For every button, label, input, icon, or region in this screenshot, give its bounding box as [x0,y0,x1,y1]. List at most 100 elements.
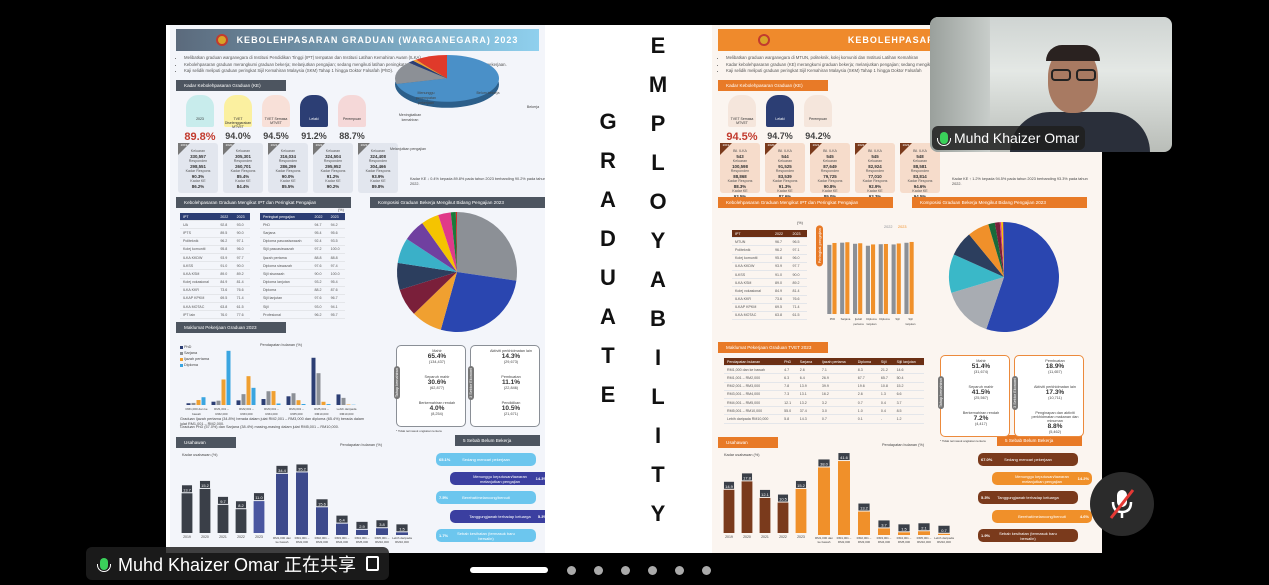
reason-item: 67.0% Sedang mencari pekerjaan [978,453,1078,466]
item-value: 65.4% [427,353,447,360]
ipt-table: IPT 2022 2023 UA 92.8 93.0 IPTS 89.5 90.0 Politek… [180,213,250,320]
column-header: IPT [732,230,772,239]
table-row: Lebih daripada RM10,000 5.8 14.3 0.7 0.1-1.2 [724,414,924,424]
unit-label: (%) [797,221,803,225]
table-cell: 95.8 [217,245,234,254]
table-cell: 76.6 [233,286,250,295]
page-dot[interactable] [594,566,603,575]
column-header: Sijil lanjutan [893,358,924,367]
bar-value-label: 3.8 [379,522,385,527]
card-field-label: Kadar Respons [275,169,301,173]
pie-slice [413,59,447,79]
malaysia-crest-logo [758,34,770,46]
table-cell: 63.8 [217,302,234,312]
bar [217,504,229,533]
bar-value-label: 17.8 [743,475,752,480]
item-value: 11.1% [501,379,521,386]
x-tick-label: RM2,001 – RM3,000 [239,407,254,416]
pie-slice [969,224,1004,277]
card-field-label: Kadar Respons [907,179,933,183]
table-cell: 0.4 [877,406,894,416]
reason-item: 1.9% Sebab kesihatan (termasuk baru bersa… [978,529,1078,542]
table-row: ILKA KSM 89.0 89.2 [180,269,250,279]
legend-swatch [180,346,183,349]
table-cell: 8.5 [893,406,924,416]
table-cell: 89.5 [217,228,234,238]
ke-item-value: 88.7% [339,131,365,141]
card-field-label: Kadar Respons [365,169,391,173]
item-label: Mahir [976,359,986,363]
bar-value-label: 13.7 [183,487,192,492]
page-indicator-active[interactable] [470,567,548,573]
entrepreneur-rate-chart: 14.9 17.8 12.1 10.5 15.2 [723,473,807,533]
table-cell: 96.0 [233,245,250,254]
card-field-value: 91.3% [778,184,792,189]
table-cell: 61.5 [233,302,250,312]
pie-slice [408,60,447,79]
status-pie-chart [395,55,499,108]
table-cell: Diploma siswazah [260,261,312,271]
bar-sarjana [291,393,296,405]
employability-letter: T [651,462,665,487]
box-item: Mahir 51.4% (31,674) [955,359,1007,374]
table-row: ILKSS 91.0 90.0 [180,261,250,271]
table-cell: 97.4 [327,261,345,271]
card-field-label: Keluaran [777,159,793,163]
table-row: RM4,001 – RM5,000 12.1 13.2 3.2 0.7 0.4 3.7 [724,398,924,408]
bar-2022 [840,242,845,314]
bar-label-bg [336,515,348,523]
x-tick-label: RM5,001 – RM10,000 [314,407,329,416]
table-row: ILKA KKDW 93.9 97.7 [732,262,807,271]
bar-label-bg [759,489,771,497]
page-dot[interactable] [567,566,576,575]
x-tick-label: PhD [829,317,836,321]
item-count: (5,462) [1048,430,1062,434]
x-tick-label: 2020 [743,535,751,539]
reason-percent: 5.3% [981,495,991,500]
x-tick-label: Lebih daripada RM10,000 [392,536,412,544]
table-cell: 94.1 [327,302,345,312]
ke-item-label: Perempuan [808,117,828,121]
table-cell: 81.4 [233,278,250,287]
year-card: 2022 Keluaran 324,504 Responden 295,952 Kadar… [313,143,353,193]
item-count: (8,254) [430,412,444,416]
reason-percent: 4.6% [1079,514,1089,519]
item-label: Mahir [432,349,442,353]
x-tick-label: RM1,000 dan ke bawah [185,407,208,416]
bar-diploma [276,403,281,405]
page-dot[interactable] [648,566,657,575]
x-tick-label: 2020 [201,535,209,539]
page-dot[interactable] [702,566,711,575]
bar-sarjana [266,391,271,405]
table-cell: 96.7 [771,237,790,247]
bar-label-bg [938,525,950,533]
table-cell: 7.1 [818,365,855,375]
legend-item: Diploma [184,363,198,367]
legend-item: Sarjana [184,351,198,355]
bar-sarjana [341,397,346,405]
bar-value-label: 9.7 [220,499,226,504]
x-tick-label: RM3,001 – RM4,000 [876,536,892,544]
employability-letter: B [650,306,666,331]
graduate-letter: E [600,382,616,407]
pie-slice [953,234,1004,277]
mute-toggle-button[interactable] [1090,472,1154,536]
section-job-header: Maklumat Pekerjaan Graduan 2023 [176,322,286,333]
page-dot[interactable] [675,566,684,575]
bar-value-label: 38.0 [820,461,829,466]
item-count: (134,437) [428,360,446,364]
card-field-value: 77,010 [868,174,882,179]
card-field-label: Responden [775,169,795,173]
sharing-status-text: Muhd Khaizer Omar 正在共享 [118,554,357,575]
status-legend-label: Bekerja [526,105,540,109]
participant-video-tile[interactable]: Muhd Khaizer Omar [930,17,1172,152]
page-dot[interactable] [621,566,630,575]
table-cell: 96.2 [217,237,234,246]
item-label: Pembuatan [501,375,521,379]
box-footnote: * Tidak termasuk ungkatan tentera [396,429,442,433]
card-field-value: 89.0% [810,194,850,199]
table-cell: 92.4 [311,237,328,246]
table-cell: ILKA KKDW [732,262,772,271]
screen-share-icon [366,556,380,571]
table-cell: 76.0 [217,310,234,320]
